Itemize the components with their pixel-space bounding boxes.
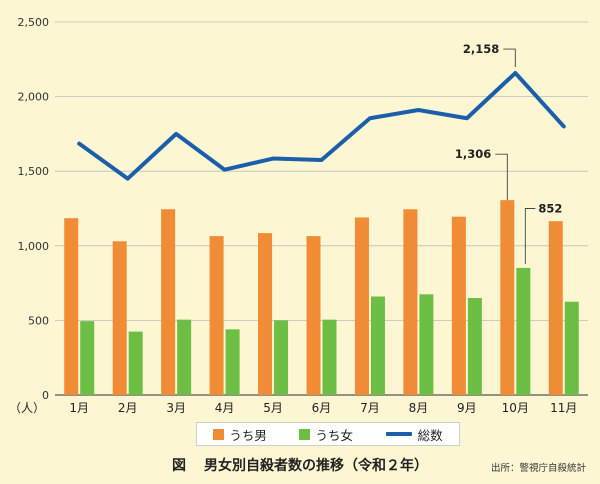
legend-label-male: うち男 (229, 427, 267, 443)
annotation-leader (503, 48, 516, 68)
x-tick-label: 9月 (457, 401, 477, 415)
x-tick-label: 11月 (550, 401, 577, 415)
y-tick-label: 2,500 (18, 16, 50, 29)
bar-female (467, 298, 482, 395)
bar-male (354, 217, 369, 395)
bar-female (274, 320, 289, 395)
bar-male (306, 236, 321, 395)
y-tick-label: 0 (42, 389, 49, 402)
figure-label: 図 (172, 458, 186, 474)
male-swatch (213, 428, 225, 440)
bar-female (80, 321, 95, 395)
bar-male (451, 216, 466, 395)
bar-male (64, 218, 79, 395)
legend-item-female: うち女 (299, 425, 353, 444)
legend-label-female: うち女 (315, 427, 353, 443)
x-tick-label: 1月 (69, 401, 89, 415)
figure-caption: 図 男女別自殺者数の推移（令和２年） (0, 455, 600, 475)
bar-female (419, 294, 434, 395)
y-unit-label: （人） (9, 401, 45, 415)
bar-male (403, 209, 418, 395)
bar-male (258, 233, 273, 395)
figure-title: 男女別自殺者数の推移（令和２年） (204, 458, 428, 474)
y-tick-label: 1,000 (18, 240, 50, 253)
annotation-male: 1,306 (455, 147, 491, 161)
chart: 0 500 1,000 1,500 2,000 2,500 （人） 1月 2月 3月 4月 5月 6月 7… (9, 16, 588, 415)
legend: うち男 うち女 総数 (196, 422, 460, 446)
bar-female (177, 319, 192, 395)
total-line-swatch (385, 432, 412, 436)
bar-male (112, 241, 127, 395)
x-tick-label: 10月 (502, 401, 529, 415)
bar-female (370, 296, 385, 395)
legend-item-male: うち男 (213, 425, 267, 444)
legend-label-total: 総数 (417, 427, 443, 443)
annotation-total: 2,158 (463, 42, 499, 56)
bar-male (161, 209, 176, 395)
bar-female (516, 267, 531, 395)
bar-male (548, 221, 563, 395)
x-tick-label: 8月 (409, 401, 429, 415)
x-tick-label: 6月 (312, 401, 332, 415)
bar-female (564, 301, 579, 395)
female-swatch (299, 428, 311, 440)
x-tick-label: 2月 (118, 401, 138, 415)
source-note: 出所：警視庁自殺統計 (490, 463, 586, 474)
x-tick-label: 5月 (263, 401, 283, 415)
annotation-leader (524, 208, 536, 264)
annotation-leader (495, 153, 508, 201)
y-tick-label: 500 (28, 314, 49, 327)
bar-female (225, 329, 240, 395)
bar-female (322, 319, 337, 395)
x-tick-label: 7月 (360, 401, 380, 415)
bar-male (500, 200, 515, 395)
x-tick-label: 4月 (215, 401, 235, 415)
bar-male (209, 236, 224, 395)
annotation-female: 852 (538, 202, 562, 216)
y-tick-label: 2,000 (18, 91, 50, 104)
x-tick-label: 3月 (166, 401, 186, 415)
y-tick-label: 1,500 (18, 165, 50, 178)
bar-female (128, 331, 143, 395)
total-series-line (77, 71, 566, 181)
legend-item-total: 総数 (385, 425, 443, 444)
